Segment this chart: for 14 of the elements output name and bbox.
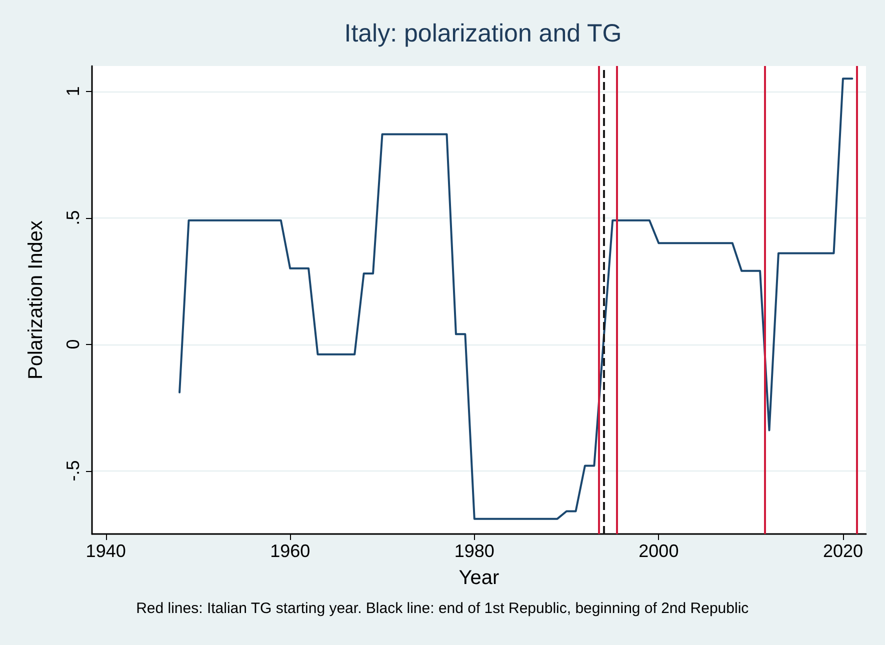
y-axis-title: Polarization Index xyxy=(25,220,47,380)
line-series xyxy=(178,78,854,520)
y-tick-label: 0 xyxy=(63,339,83,350)
x-tick-label: 1980 xyxy=(454,541,494,561)
y-tick-label: 1 xyxy=(63,86,83,96)
x-tick-label: 1960 xyxy=(270,541,310,561)
x-tick-label: 1940 xyxy=(86,541,126,561)
text: Red lines: Italian TG starting year. Black line: end of 1st Republic, beginning of 2nd Republic xyxy=(136,600,750,617)
x-tick-label: 2020 xyxy=(822,541,863,561)
chart-title: Italy: polarization and TG xyxy=(344,20,622,48)
y-tick-label: -.5 xyxy=(63,460,83,482)
x-tick-label: 2000 xyxy=(638,541,679,561)
x-axis-title: Year xyxy=(458,567,500,589)
y-tick-label: .5 xyxy=(63,210,83,226)
